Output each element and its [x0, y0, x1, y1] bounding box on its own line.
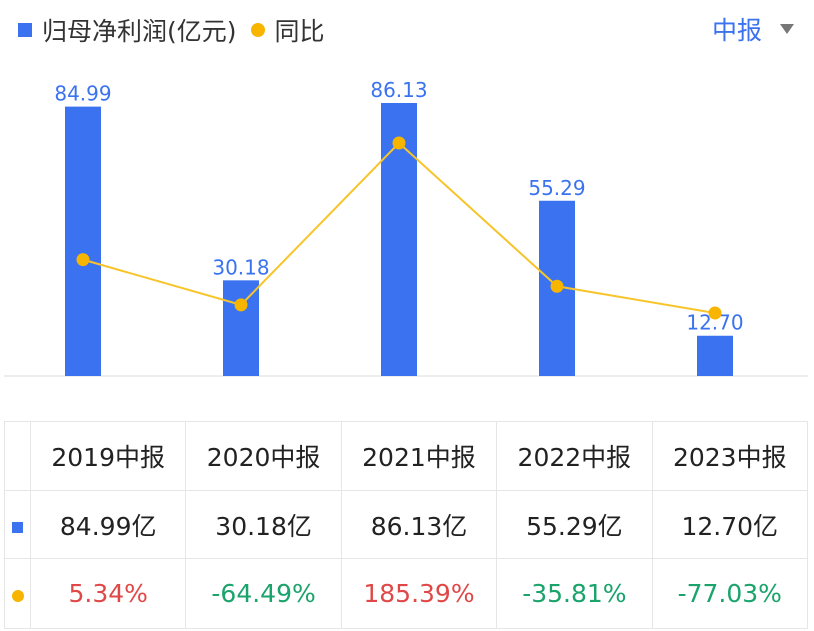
bar-legend-label: 归母净利润(亿元) [42, 17, 237, 46]
bar-2020中报 [223, 280, 259, 376]
profit-cell: 12.70亿 [651, 490, 809, 559]
data-table: 2019中报 2020中报 2021中报 2022中报 2023中报 84.99… [4, 421, 809, 629]
dropdown-triangle-icon [780, 24, 794, 34]
bar-value-label: 55.29 [528, 176, 585, 200]
header-cell: 2021中报 [340, 421, 498, 491]
row-marker-cell [4, 490, 31, 559]
table-row-yoy: 5.34% -64.49% 185.39% -35.81% -77.03% [4, 558, 809, 629]
bar-2019中报 [65, 106, 101, 376]
bar-legend-marker [18, 23, 32, 37]
yoy-point-2021中报 [392, 136, 406, 150]
line-row-marker [11, 590, 24, 602]
bar-value-label: 86.13 [370, 78, 427, 102]
profit-cell: 86.13亿 [340, 490, 498, 559]
bar-row-marker [12, 522, 23, 533]
yoy-point-2022中报 [550, 279, 564, 293]
header-cell: 2023中报 [651, 421, 809, 491]
bar-value-label: 30.18 [212, 255, 269, 279]
header-cell: 2019中报 [29, 421, 187, 491]
period-selector[interactable]: 中报 [712, 12, 794, 46]
header-cell: 2020中报 [185, 421, 342, 491]
yoy-point-2020中报 [234, 298, 248, 312]
profit-cell: 84.99亿 [29, 490, 187, 559]
yoy-cell: -35.81% [496, 558, 653, 629]
table-row-profit: 84.99亿 30.18亿 86.13亿 55.29亿 12.70亿 [4, 490, 809, 559]
bar-value-label: 84.99 [54, 82, 111, 106]
profit-cell: 55.29亿 [496, 490, 653, 559]
line-legend-label: 同比 [274, 17, 325, 46]
table-header-row: 2019中报 2020中报 2021中报 2022中报 2023中报 [4, 421, 809, 491]
yoy-point-2019中报 [76, 253, 90, 267]
yoy-cell: 5.34% [29, 558, 187, 629]
profit-cell: 30.18亿 [185, 490, 342, 559]
row-marker-cell [4, 558, 31, 629]
chart-legend: 归母净利润(亿元) 同比 [18, 14, 325, 46]
line-legend-marker [250, 23, 265, 37]
yoy-point-2023中报 [708, 306, 722, 320]
header-cell: 2022中报 [496, 421, 653, 491]
period-selector-label: 中报 [711, 16, 762, 45]
bar-2023中报 [697, 335, 733, 376]
yoy-cell: -77.03% [651, 558, 809, 629]
yoy-cell: -64.49% [185, 558, 342, 629]
yoy-cell: 185.39% [340, 558, 498, 629]
header-corner-cell [4, 421, 31, 491]
